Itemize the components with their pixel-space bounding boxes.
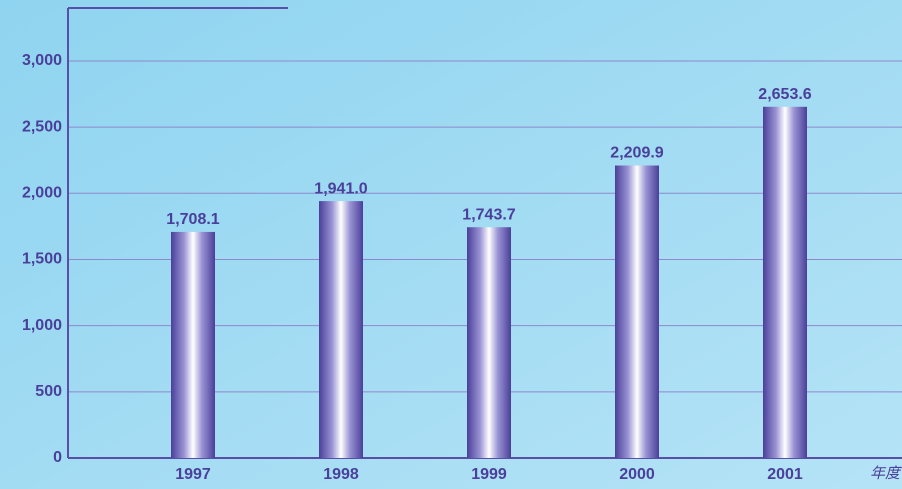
x-axis-label: 年度 [870, 465, 902, 482]
y-tick-label: 1,500 [22, 251, 62, 268]
value-label: 2,209.9 [610, 145, 663, 162]
x-tick-label: 2000 [619, 466, 655, 483]
y-tick-label: 500 [35, 383, 62, 400]
bar [763, 106, 807, 458]
bar [319, 201, 363, 458]
value-label: 1,743.7 [462, 206, 515, 223]
x-tick-label: 1999 [471, 466, 507, 483]
y-tick-label: 3,000 [22, 52, 62, 69]
x-tick-label: 1998 [323, 466, 359, 483]
y-tick-label: 2,500 [22, 118, 62, 135]
y-tick-label: 2,000 [22, 185, 62, 202]
bar [171, 231, 215, 458]
bar [467, 227, 511, 458]
value-label: 1,941.0 [314, 180, 367, 197]
y-tick-label: 1,000 [22, 317, 62, 334]
x-tick-label: 2001 [767, 466, 803, 483]
y-tick-label: 0 [53, 449, 62, 466]
bar [615, 165, 659, 458]
value-label: 2,653.6 [758, 86, 811, 103]
value-label: 1,708.1 [166, 211, 219, 228]
x-tick-label: 1997 [175, 466, 211, 483]
